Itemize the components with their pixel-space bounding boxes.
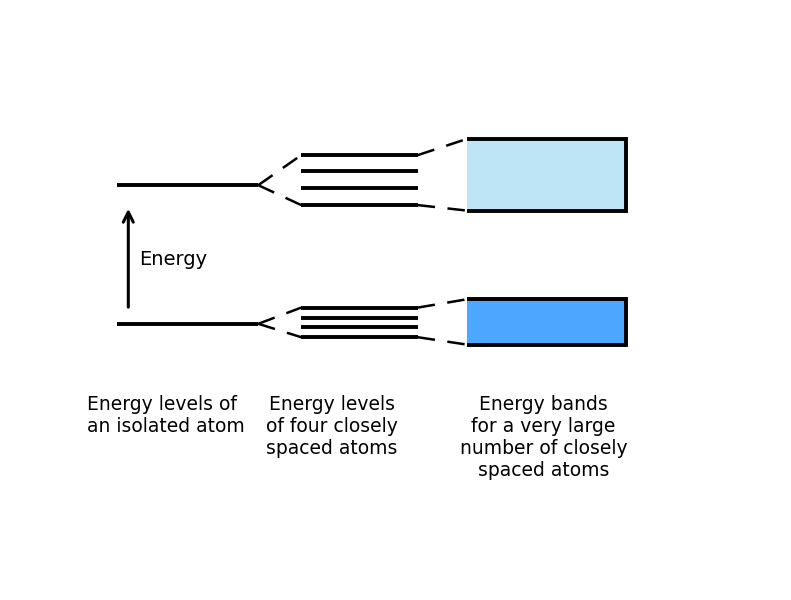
Text: Energy levels of
an isolated atom: Energy levels of an isolated atom — [88, 395, 245, 436]
Text: Energy levels
of four closely
spaced atoms: Energy levels of four closely spaced ato… — [266, 395, 398, 458]
Bar — [467, 139, 626, 211]
Bar — [467, 299, 626, 344]
Text: Energy bands
for a very large
number of closely
spaced atoms: Energy bands for a very large number of … — [460, 395, 627, 481]
Text: Energy: Energy — [138, 250, 207, 269]
